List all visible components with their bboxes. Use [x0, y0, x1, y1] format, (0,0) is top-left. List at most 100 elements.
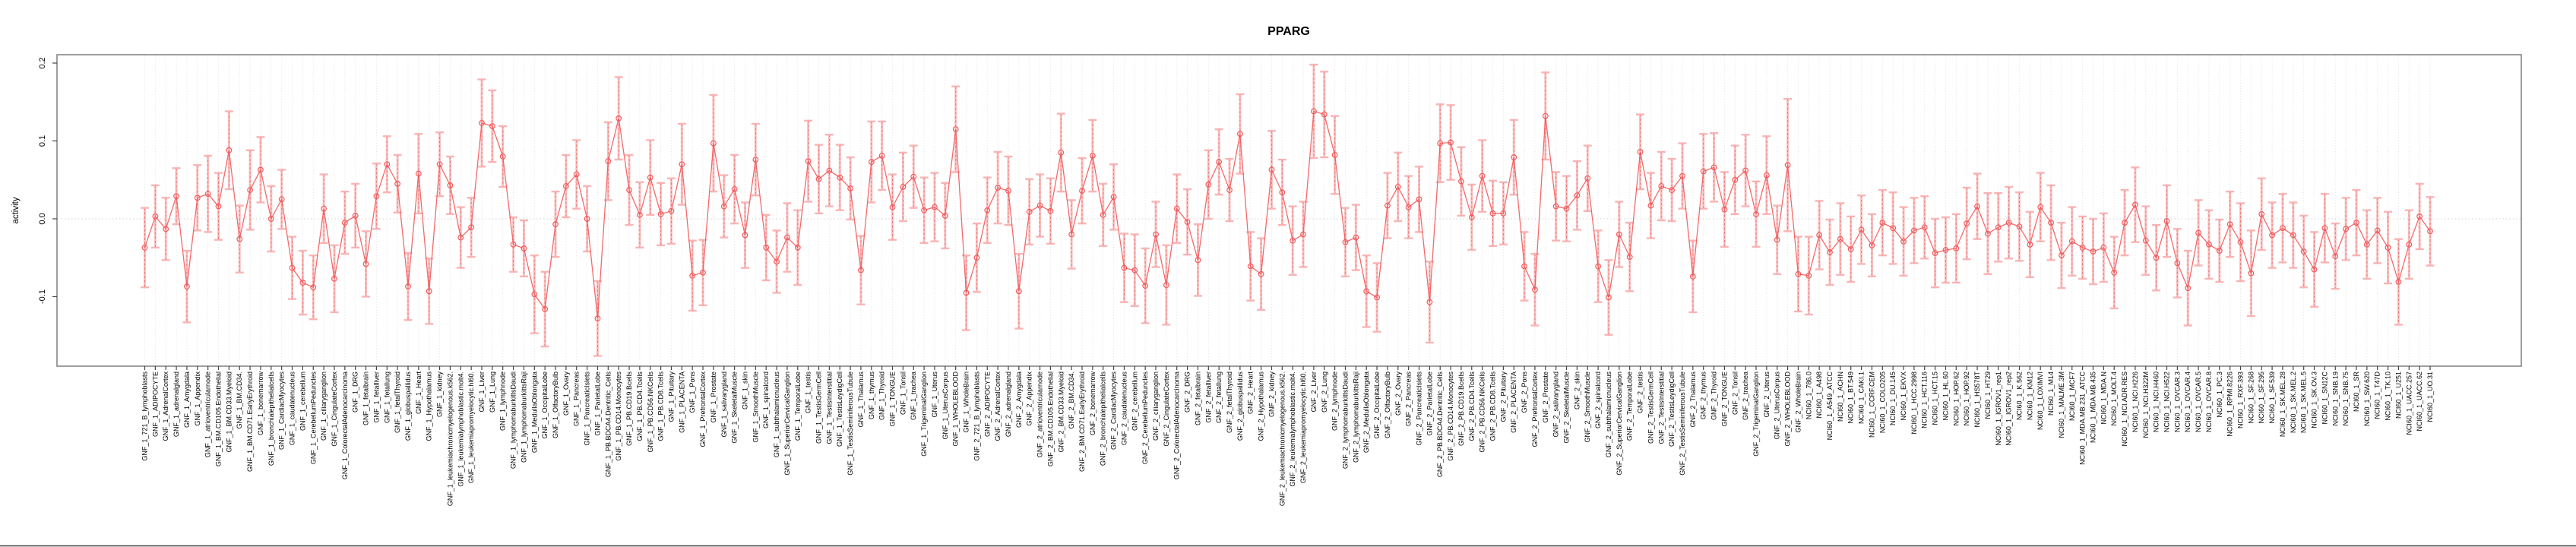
data-point	[1521, 263, 1527, 270]
x-tick-label: GNF_2_subthalamicnucleus	[1605, 372, 1612, 458]
data-point	[552, 221, 559, 228]
data-point	[1584, 175, 1591, 182]
x-tick-label: GNF_2_TestisSeminiferousTubule	[1679, 372, 1686, 476]
data-point	[2290, 232, 2296, 239]
data-point	[1268, 166, 1275, 173]
x-tick-label: NCI60_1_PC.3	[2216, 372, 2223, 418]
x-tick-label: GNF_2_CingulateCortex	[1163, 372, 1170, 447]
data-point	[1374, 294, 1380, 301]
data-point	[2100, 245, 2107, 251]
x-tick-label: GNF_2_PB.CD4.Tcells	[1468, 372, 1476, 441]
x-tick-label: GNF_2_TestisGermCell	[1647, 372, 1654, 444]
x-tick-label: GNF_1_thymus	[868, 372, 875, 420]
x-tick-label: GNF_2_leukemiachronicmyelogenous.k562.	[1278, 372, 1286, 506]
data-point	[1511, 154, 1517, 160]
x-tick-label: NCI60_1_IGROV1_rep2	[2005, 372, 2013, 446]
x-tick-label: GNF_2_Thalamus	[1689, 372, 1697, 428]
x-tick-label: GNF_1_BM.CD33.Myeloid	[225, 372, 233, 453]
data-point	[1784, 162, 1791, 169]
data-point	[2132, 201, 2138, 208]
x-tick-label: NCI60_1_LOXIMVI	[2036, 372, 2044, 430]
data-point	[1942, 247, 1949, 253]
data-point	[1310, 108, 1317, 115]
data-point	[2258, 210, 2265, 217]
data-point	[1015, 288, 1022, 295]
x-tick-label: GNF_1_spinalcord	[762, 372, 770, 428]
x-tick-label: NCI60_1_HCC.2998	[1910, 372, 1918, 435]
x-tick-label: GNF_2_BM.CD34.	[1068, 372, 1075, 429]
data-point	[1921, 224, 1928, 231]
x-tick-label: NCI60_1_NCI.H460	[2153, 372, 2160, 432]
x-tick-label: NCI60_1_HOP.92	[1963, 372, 1970, 425]
x-tick-label: GNF_1_Liver	[478, 372, 486, 413]
data-point	[657, 210, 664, 217]
data-point	[1290, 237, 1296, 244]
data-point	[858, 267, 864, 274]
data-point	[952, 126, 959, 133]
data-point	[2037, 204, 2044, 210]
data-point	[805, 158, 812, 165]
data-point	[1363, 288, 1370, 295]
data-point	[531, 291, 538, 298]
x-tick-label: GNF_1_testis	[805, 372, 812, 414]
x-tick-label: GNF_2_Pons	[1521, 372, 1528, 413]
data-point	[700, 269, 706, 276]
x-tick-label: GNF_1_fetallung	[383, 372, 391, 423]
x-tick-label: GNF_1_Pituitary	[667, 372, 675, 422]
x-tick-label: GNF_2_caudatenucleus	[1120, 372, 1128, 446]
x-tick-label: GNF_2_PancreaticIslets	[1415, 372, 1422, 446]
x-tick-label: GNF_2_fetallung	[1215, 372, 1223, 423]
data-point	[2122, 220, 2128, 226]
x-tick-label: GNF_1_PB.CD19.Bcells	[625, 372, 633, 447]
data-point	[573, 171, 580, 178]
x-tick-label: GNF_1_PB.CD4.Tcells	[636, 372, 644, 441]
data-point	[2280, 225, 2286, 232]
x-tick-label: NCI60_1_OVCAR.4	[2184, 372, 2191, 432]
x-tick-label: GNF_1_SkeletalMuscle	[731, 372, 739, 444]
x-tick-label: GNF_1_lymphnode	[499, 372, 507, 431]
data-point	[742, 232, 748, 239]
data-point	[1058, 149, 1065, 156]
x-tick-label: GNF_2_DRG	[1184, 372, 1191, 413]
data-point	[341, 220, 348, 226]
x-tick-label: GNF_1_Uterus	[931, 372, 938, 418]
data-point	[1458, 178, 1464, 185]
data-point	[436, 161, 443, 168]
x-tick-label: GNF_1_adrenalgland	[172, 372, 180, 437]
data-point	[2321, 225, 2328, 232]
data-point	[1489, 210, 1496, 217]
data-point	[2311, 266, 2318, 273]
x-tick-label: GNF_1_TestisInterstitial	[825, 372, 833, 444]
x-tick-label: NCI60_1_A549_ATCC	[1826, 372, 1834, 441]
x-tick-label: NCI60_1_NCI.ADR.RES	[2121, 372, 2128, 447]
data-point	[973, 255, 980, 261]
data-point	[1205, 181, 1212, 188]
x-tick-label: GNF_1_leukemialymphoblastic.molt4.	[457, 372, 464, 487]
data-point	[1437, 140, 1444, 147]
data-point	[1416, 196, 1422, 203]
x-tick-label: NCI60_1_SK.MEL.5	[2300, 372, 2308, 433]
x-tick-label: GNF_2_TONGUE	[1720, 372, 1728, 426]
x-tick-label: GNF_1_leukemiachronicmyelogenous.k562.	[446, 372, 454, 506]
data-point	[2300, 248, 2307, 255]
x-tick-label: GNF_2_thymus	[1700, 372, 1707, 420]
x-tick-label: GNF_1_lymphomaburkittsDaudi	[510, 372, 517, 469]
data-point	[889, 204, 896, 210]
data-point	[784, 234, 790, 241]
data-point	[2016, 223, 2023, 230]
x-tick-label: GNF_1_ADIPOCYTE	[151, 372, 159, 437]
x-tick-label: GNF_1_ciliaryganglion	[320, 372, 328, 441]
x-tick-label: GNF_2_AdrenalCortex	[994, 372, 1002, 441]
x-tick-label: GNF_2_TemporalLobe	[1626, 372, 1634, 441]
data-point	[1300, 231, 1306, 238]
x-tick-label: GNF_2_Tonsil	[1731, 372, 1739, 415]
data-point	[1342, 239, 1349, 245]
data-point	[2111, 269, 2118, 276]
data-point	[1079, 188, 1085, 194]
data-point	[1858, 226, 1865, 233]
data-point	[1647, 202, 1654, 209]
data-point	[1679, 172, 1685, 179]
x-tick-label: NCI60_1_786.0	[1805, 372, 1812, 419]
data-point	[457, 234, 464, 241]
data-point	[2185, 285, 2191, 292]
